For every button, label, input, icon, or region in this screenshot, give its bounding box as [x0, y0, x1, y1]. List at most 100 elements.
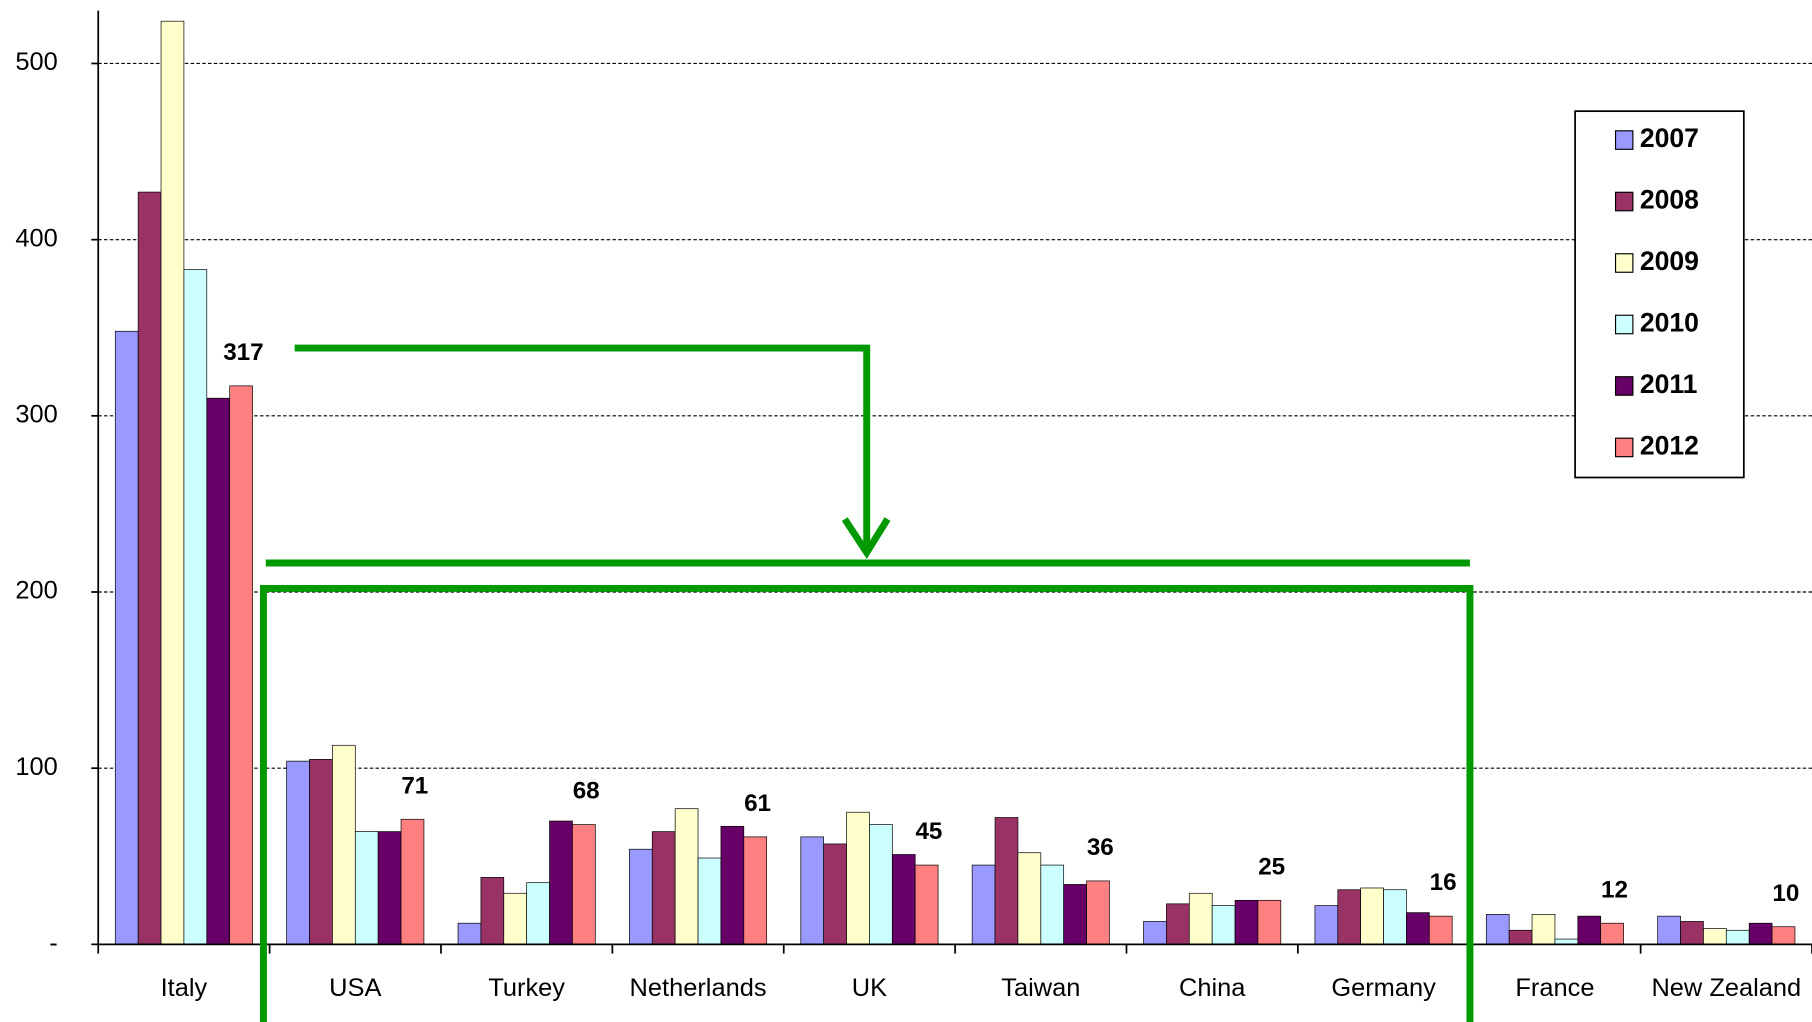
- bar: [1383, 889, 1407, 945]
- bar: [1428, 915, 1453, 945]
- bar: [1771, 926, 1796, 945]
- bar: [137, 191, 162, 945]
- bar: [286, 760, 310, 945]
- bar: [1086, 880, 1110, 945]
- data-label: 45: [915, 818, 942, 845]
- data-label: 61: [744, 790, 771, 817]
- bar: [1143, 921, 1167, 945]
- bar: [800, 836, 825, 945]
- arrow: [294, 344, 871, 553]
- bar: [674, 808, 699, 945]
- x-tick-label: Netherlands: [630, 974, 767, 1002]
- bar: [1063, 884, 1087, 945]
- grid: [98, 62, 1812, 769]
- bar: [720, 825, 745, 945]
- legend: 2007 2008 2009 2010 2011 2012: [1574, 110, 1745, 479]
- x-tick-label: Germany: [1331, 974, 1436, 1002]
- bar: [332, 744, 356, 945]
- bar: [1531, 914, 1556, 945]
- bar: [457, 922, 482, 945]
- data-label: 71: [401, 772, 428, 799]
- data-label: 36: [1087, 834, 1114, 861]
- highlight-box: [260, 584, 1474, 1022]
- legend-label: 2008: [1640, 185, 1699, 215]
- legend-label: 2007: [1640, 123, 1699, 153]
- bar: [1725, 929, 1750, 945]
- bar: [526, 882, 550, 945]
- legend-swatch: [1614, 130, 1634, 150]
- x-tick-label: UK: [852, 974, 887, 1002]
- bar: [114, 330, 139, 945]
- legend-swatch: [1614, 376, 1634, 396]
- bar: [1360, 887, 1384, 945]
- legend-label: 2012: [1640, 430, 1699, 460]
- x-tick-label: Taiwan: [1001, 974, 1080, 1002]
- data-label: 317: [223, 339, 263, 366]
- bar: [1508, 929, 1533, 945]
- data-label: 10: [1772, 880, 1799, 907]
- bar: [377, 831, 402, 945]
- bar: [1600, 922, 1624, 945]
- y-tick-label: 500: [15, 48, 57, 76]
- bar: [1337, 889, 1362, 945]
- bar: [206, 397, 231, 945]
- bar: [354, 831, 379, 945]
- legend-label: 2009: [1640, 246, 1699, 276]
- legend-label: 2010: [1640, 307, 1699, 337]
- bar: [1234, 899, 1259, 945]
- x-tick-label: New Zealand: [1651, 974, 1801, 1002]
- legend-swatch: [1614, 191, 1634, 212]
- bar: [1657, 915, 1681, 945]
- annotation: [260, 344, 1474, 1022]
- bar: [1017, 852, 1042, 945]
- data-label: 25: [1258, 853, 1285, 880]
- bar: [743, 836, 768, 945]
- data-label: 16: [1430, 869, 1457, 896]
- bar: [1166, 903, 1190, 945]
- bar: [1748, 922, 1773, 945]
- legend-swatch: [1614, 437, 1634, 458]
- bar: [503, 892, 528, 945]
- bar: [183, 269, 208, 945]
- y-tick-label: 100: [15, 753, 57, 781]
- bar: [629, 848, 653, 945]
- bar: [1577, 915, 1602, 945]
- bar: [994, 817, 1019, 945]
- legend-swatch: [1614, 314, 1634, 335]
- y-tick-label: 300: [15, 401, 57, 429]
- data-label: 12: [1601, 876, 1628, 903]
- x-tick-label: Turkey: [488, 974, 565, 1002]
- bar: [1188, 892, 1213, 945]
- legend-box: [1574, 110, 1745, 479]
- bar: [400, 818, 425, 945]
- bar: [971, 864, 996, 945]
- bar: [229, 385, 253, 945]
- bar: [1211, 905, 1236, 945]
- bar: [846, 811, 870, 945]
- arrow-head: [841, 517, 891, 560]
- bar: [309, 759, 333, 945]
- legend-swatch: [1614, 253, 1634, 273]
- y-tick-label: 400: [15, 224, 57, 252]
- axes: - 100 200 300 400 500 Italy USA Turkey Netherland…: [15, 10, 1812, 1002]
- data-label: 68: [573, 778, 600, 805]
- bar: [1703, 928, 1727, 945]
- bar: [1680, 921, 1704, 945]
- y-tick-label: 200: [15, 577, 57, 605]
- legend-label: 2011: [1640, 369, 1698, 399]
- bar: [1257, 899, 1282, 945]
- bar: [697, 857, 722, 945]
- bar: [549, 820, 573, 945]
- bar: [1314, 905, 1339, 945]
- bar: [869, 824, 893, 945]
- bar: [160, 20, 185, 945]
- y-tick-label: -: [49, 929, 57, 957]
- bar: [572, 824, 596, 945]
- x-tick-label: China: [1179, 974, 1246, 1002]
- bars: 317 71 68 61 45 36 25 16 12 10: [114, 20, 1799, 945]
- bar: [914, 864, 939, 945]
- bar: [651, 831, 676, 945]
- bar: [480, 877, 505, 945]
- bar: [1406, 912, 1430, 945]
